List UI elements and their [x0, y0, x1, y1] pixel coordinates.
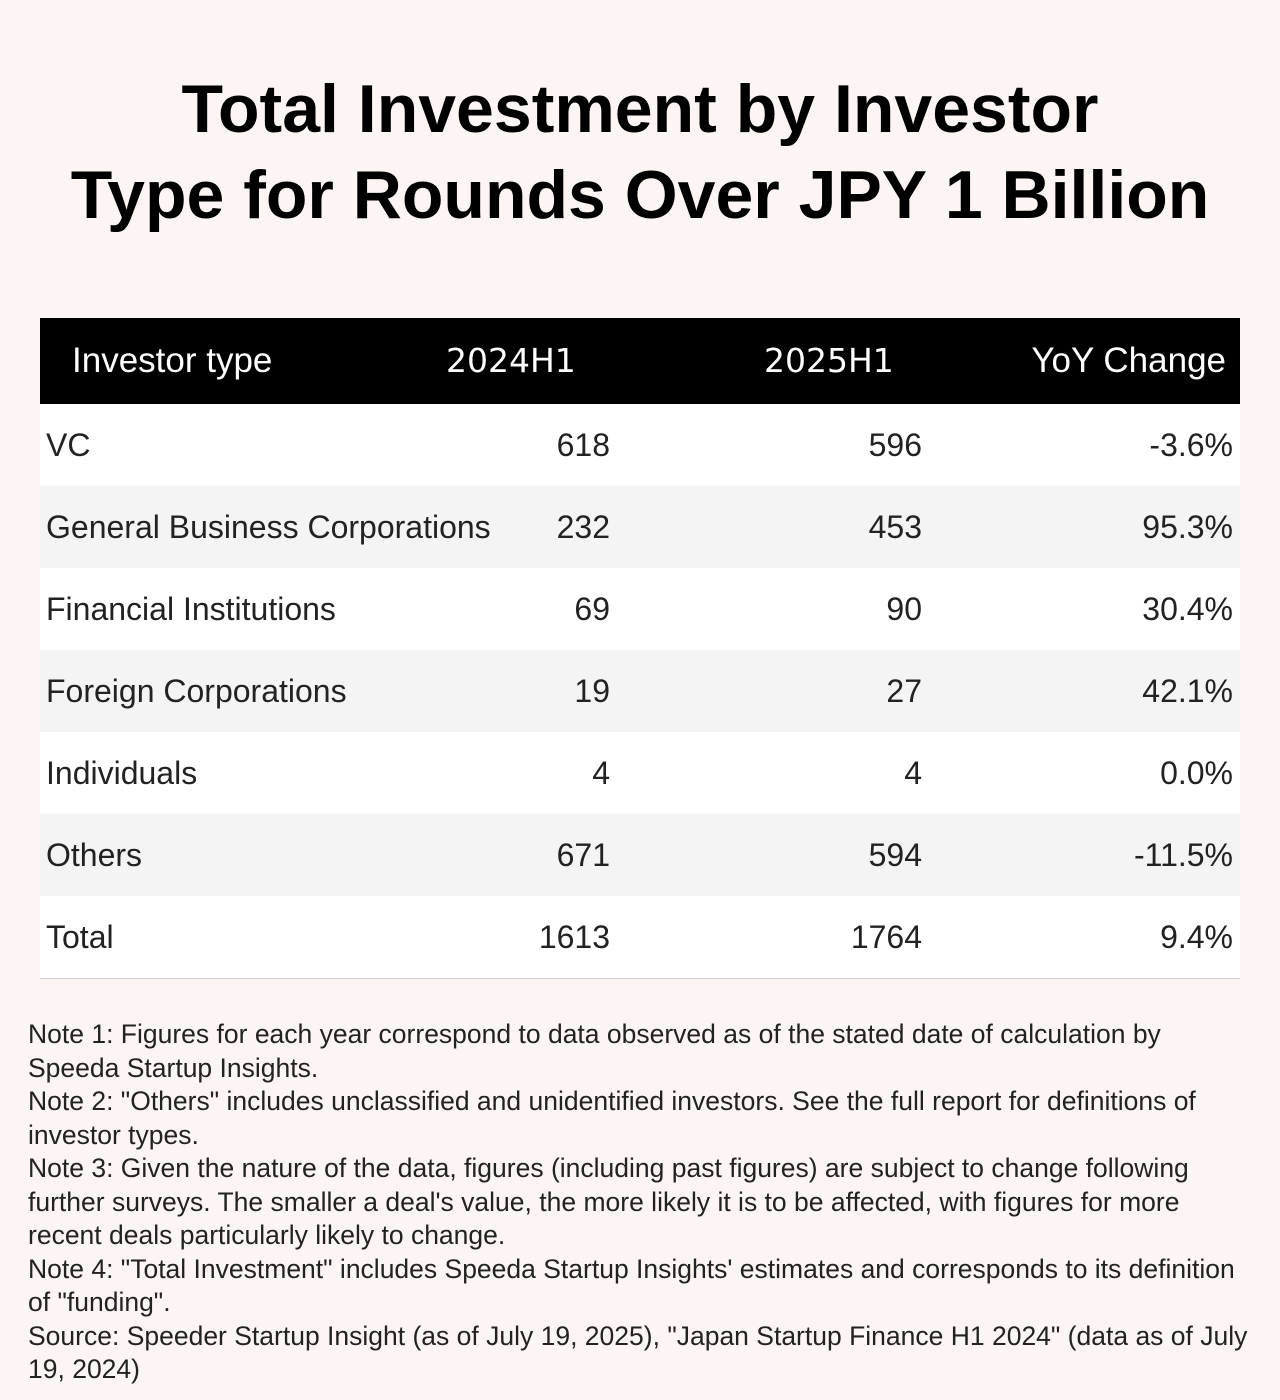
cell-yoy-change: 30.4%: [1142, 591, 1233, 627]
table-row: Individuals 4 4 0.0%: [40, 732, 1240, 814]
cell-yoy-change: -3.6%: [1149, 427, 1233, 463]
column-header-yoy-change: YoY Change: [1031, 341, 1226, 380]
cell-2024h1: 1613: [538, 919, 610, 955]
cell-investor-type: Individuals: [46, 755, 198, 791]
cell-2025h1: 594: [868, 837, 922, 873]
cell-2025h1: 4: [904, 755, 922, 791]
cell-2024h1: 69: [574, 591, 610, 627]
note-1: Note 1: Figures for each year correspond…: [28, 1019, 1161, 1083]
table-header: Investor type 2024H1 2025H1 YoY Change: [40, 318, 1240, 404]
column-header-2024h1: 2024H1: [446, 341, 576, 380]
cell-yoy-change: 9.4%: [1160, 919, 1233, 955]
cell-yoy-change: 95.3%: [1142, 509, 1233, 545]
column-header-2025h1: 2025H1: [764, 341, 894, 380]
note-2: Note 2: "Others" includes unclassified a…: [28, 1086, 1196, 1150]
cell-2025h1: 27: [886, 673, 922, 709]
cell-investor-type: VC: [46, 427, 91, 463]
table-bottom-border: [40, 978, 1240, 979]
note-4: Note 4: "Total Investment" includes Spee…: [28, 1253, 1235, 1318]
chart-title: Total Investment by Investor Type for Ro…: [0, 66, 1280, 238]
chart-title-line-2: Type for Rounds Over JPY 1 Billion: [70, 157, 1210, 233]
cell-investor-type: General Business Corporations: [46, 509, 491, 545]
cell-2025h1: 596: [868, 427, 922, 463]
footnotes: Note 1: Figures for each year correspond…: [28, 1018, 1258, 1387]
cell-2025h1: 1764: [850, 919, 922, 955]
cell-2025h1: 453: [868, 509, 922, 545]
table-row: Foreign Corporations 19 27 42.1%: [40, 650, 1240, 732]
cell-2024h1: 4: [592, 755, 610, 791]
table-row: General Business Corporations 232 453 95…: [40, 486, 1240, 568]
cell-investor-type: Financial Institutions: [46, 591, 336, 627]
cell-yoy-change: 42.1%: [1142, 673, 1233, 709]
investment-table: Investor type 2024H1 2025H1 YoY Change V…: [40, 318, 1240, 979]
source-note: Source: Speeder Startup Insight (as of J…: [28, 1320, 1248, 1385]
cell-2024h1: 232: [556, 509, 610, 545]
table-row: Others 671 594 -11.5%: [40, 814, 1240, 896]
cell-2025h1: 90: [886, 591, 922, 627]
table-row: VC 618 596 -3.6%: [40, 404, 1240, 486]
cell-2024h1: 671: [556, 837, 610, 873]
cell-yoy-change: -11.5%: [1133, 837, 1233, 873]
note-3: Note 3: Given the nature of the data, fi…: [28, 1153, 1189, 1250]
cell-investor-type: Others: [46, 837, 143, 873]
table-row: Financial Institutions 69 90 30.4%: [40, 568, 1240, 650]
chart-title-line-1: Total Investment by Investor: [181, 71, 1099, 147]
cell-2024h1: 618: [556, 427, 610, 463]
cell-yoy-change: 0.0%: [1160, 755, 1233, 791]
table-row-total: Total 1613 1764 9.4%: [40, 896, 1240, 978]
cell-investor-type: Total: [46, 919, 114, 955]
cell-2024h1: 19: [574, 673, 610, 709]
column-header-investor-type: Investor type: [72, 341, 273, 380]
cell-investor-type: Foreign Corporations: [46, 673, 347, 709]
